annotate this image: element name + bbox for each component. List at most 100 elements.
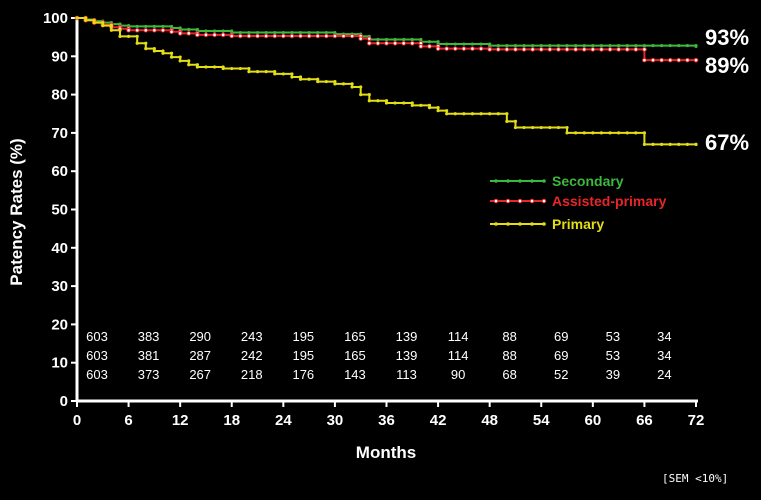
series-point	[617, 131, 621, 135]
series-point	[624, 47, 630, 52]
series-point	[341, 33, 346, 39]
series-point	[143, 27, 149, 33]
at-risk-value: 243	[241, 329, 263, 344]
series-point	[513, 43, 518, 48]
y-tick-label: 0	[60, 393, 68, 410]
at-risk-value: 139	[396, 329, 418, 344]
series-point	[384, 37, 389, 42]
series-point	[642, 47, 647, 52]
series-point	[617, 43, 621, 48]
series-point	[152, 49, 156, 53]
legend-label: Assisted-primary	[552, 193, 667, 209]
series-point	[581, 47, 587, 52]
series-point	[246, 33, 252, 39]
series-point	[436, 106, 440, 110]
series-point	[255, 33, 260, 39]
series-point	[186, 31, 192, 36]
series-point	[315, 33, 321, 39]
series-point	[161, 24, 165, 29]
series-point	[212, 32, 217, 38]
series-point	[667, 57, 673, 63]
at-risk-value: 52	[554, 367, 568, 382]
series-point	[272, 33, 278, 39]
series-point	[144, 47, 148, 51]
series-point	[118, 34, 122, 38]
series-point	[444, 46, 449, 51]
series-point	[255, 70, 260, 74]
series-point	[92, 20, 96, 25]
at-risk-value: 69	[554, 329, 568, 344]
series-point	[144, 24, 148, 29]
series-point	[290, 30, 294, 35]
series-point	[177, 31, 183, 36]
y-tick-label: 100	[43, 10, 68, 27]
at-risk-value: 195	[292, 329, 314, 344]
series-point	[221, 29, 225, 33]
series-point	[195, 63, 199, 67]
series-point	[376, 37, 380, 42]
series-point	[599, 131, 604, 135]
series-point	[402, 37, 406, 42]
series-point	[496, 112, 500, 116]
series-point	[427, 103, 432, 107]
series-point	[401, 40, 406, 46]
series-point	[281, 30, 285, 35]
series-point	[694, 44, 698, 48]
series-point	[332, 33, 338, 39]
series-point	[169, 51, 174, 55]
series-point	[238, 30, 242, 35]
series-point	[651, 142, 655, 146]
legend-label: Primary	[552, 216, 604, 232]
at-risk-value: 267	[189, 367, 211, 382]
series-point	[487, 47, 492, 52]
series-point	[316, 77, 320, 81]
series-point	[359, 93, 363, 97]
series-point	[298, 77, 303, 81]
series-point	[564, 47, 570, 52]
at-risk-value: 39	[606, 367, 620, 382]
series-point	[152, 24, 156, 29]
at-risk-value: 165	[344, 329, 366, 344]
series-point	[479, 112, 483, 116]
series-point	[565, 131, 569, 135]
series-point	[264, 70, 268, 74]
series-point	[298, 75, 303, 79]
at-risk-value: 90	[451, 367, 465, 382]
series-point	[470, 112, 475, 116]
series-point	[668, 142, 672, 146]
x-tick-label: 48	[481, 412, 498, 429]
series-point	[608, 131, 612, 135]
series-point	[642, 57, 647, 63]
series-point	[470, 42, 475, 46]
series-point	[289, 33, 295, 39]
series-point	[75, 16, 79, 20]
series-point	[676, 57, 682, 63]
series-point	[685, 142, 690, 146]
series-point	[677, 43, 681, 48]
series-point	[591, 131, 595, 135]
series-point	[376, 99, 380, 103]
series-point	[522, 43, 526, 48]
y-tick-label: 30	[51, 278, 68, 295]
series-point	[504, 47, 510, 52]
series-point	[590, 47, 596, 52]
series-point	[513, 125, 518, 130]
series-point	[333, 82, 337, 86]
series-point	[642, 142, 647, 146]
series-point	[221, 66, 225, 71]
series-point	[694, 142, 698, 146]
series-point	[445, 112, 449, 116]
series-point	[384, 101, 389, 105]
series-point	[453, 42, 457, 46]
at-risk-value: 34	[657, 329, 671, 344]
series-point	[306, 33, 312, 39]
series-point	[478, 46, 484, 51]
series-point	[591, 43, 595, 48]
series-point	[462, 112, 466, 116]
series-point	[453, 112, 457, 116]
series-point	[83, 16, 88, 20]
legend-marker	[542, 179, 546, 183]
series-point	[204, 65, 208, 69]
series-point	[659, 57, 664, 63]
series-point	[677, 142, 681, 146]
